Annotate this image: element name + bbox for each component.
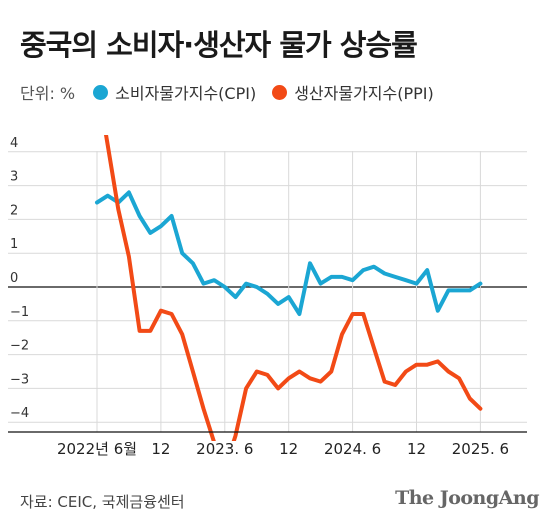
- x-tick-label-0: 2022년 6월: [57, 440, 137, 458]
- x-tick-label-6: 2025. 6: [452, 440, 509, 458]
- legend-label-cpi: 소비자물가지수(CPI): [115, 84, 257, 103]
- series-line-cpi: [95, 190, 483, 316]
- y-tick-label-6: −2: [10, 339, 29, 354]
- y-tick-label-8: −4: [10, 406, 29, 421]
- legend-entry-cpi: 소비자물가지수(CPI): [93, 80, 256, 104]
- publisher-logo: The JoongAng: [395, 487, 539, 509]
- axis-layer: 4 3 2 1 0 −1 −2 −3 −4 2022년 6월 12 2023. 6 12 2024. 6 1…: [8, 136, 527, 458]
- y-tick-label-4: 0: [10, 271, 18, 286]
- y-tick-label-2: 2: [10, 203, 18, 218]
- legend-label-ppi: 생산자물가지수(PPI): [294, 84, 434, 103]
- y-tick-label-1: 3: [10, 170, 18, 185]
- legend-swatch-cpi: [93, 84, 109, 100]
- x-tick-label-1: 12: [151, 440, 170, 458]
- series-layer: [95, 135, 483, 441]
- chart-title: 중국의 소비자·생산자 물가 상승률: [20, 28, 418, 62]
- y-tick-label-7: −3: [10, 372, 29, 387]
- y-tick-label-5: −1: [10, 305, 29, 320]
- unit-label: 단위: %: [20, 84, 76, 103]
- y-tick-label-0: 4: [10, 136, 18, 151]
- legend-entry-ppi: 생산자물가지수(PPI): [272, 80, 434, 104]
- x-tick-label-4: 2024. 6: [324, 440, 381, 458]
- x-tick-label-3: 12: [279, 440, 298, 458]
- y-tick-label-3: 1: [10, 237, 18, 252]
- x-tick-label-5: 12: [407, 440, 426, 458]
- legend-swatch-ppi: [272, 84, 288, 100]
- grid-layer: [8, 151, 527, 432]
- series-line-ppi: [104, 135, 483, 441]
- source-note: 자료: CEIC, 국제금융센터: [20, 493, 185, 511]
- x-tick-label-2: 2023. 6: [196, 440, 253, 458]
- legend: 단위: % 소비자물가지수(CPI) 생산자물가지수(PPI): [20, 80, 450, 104]
